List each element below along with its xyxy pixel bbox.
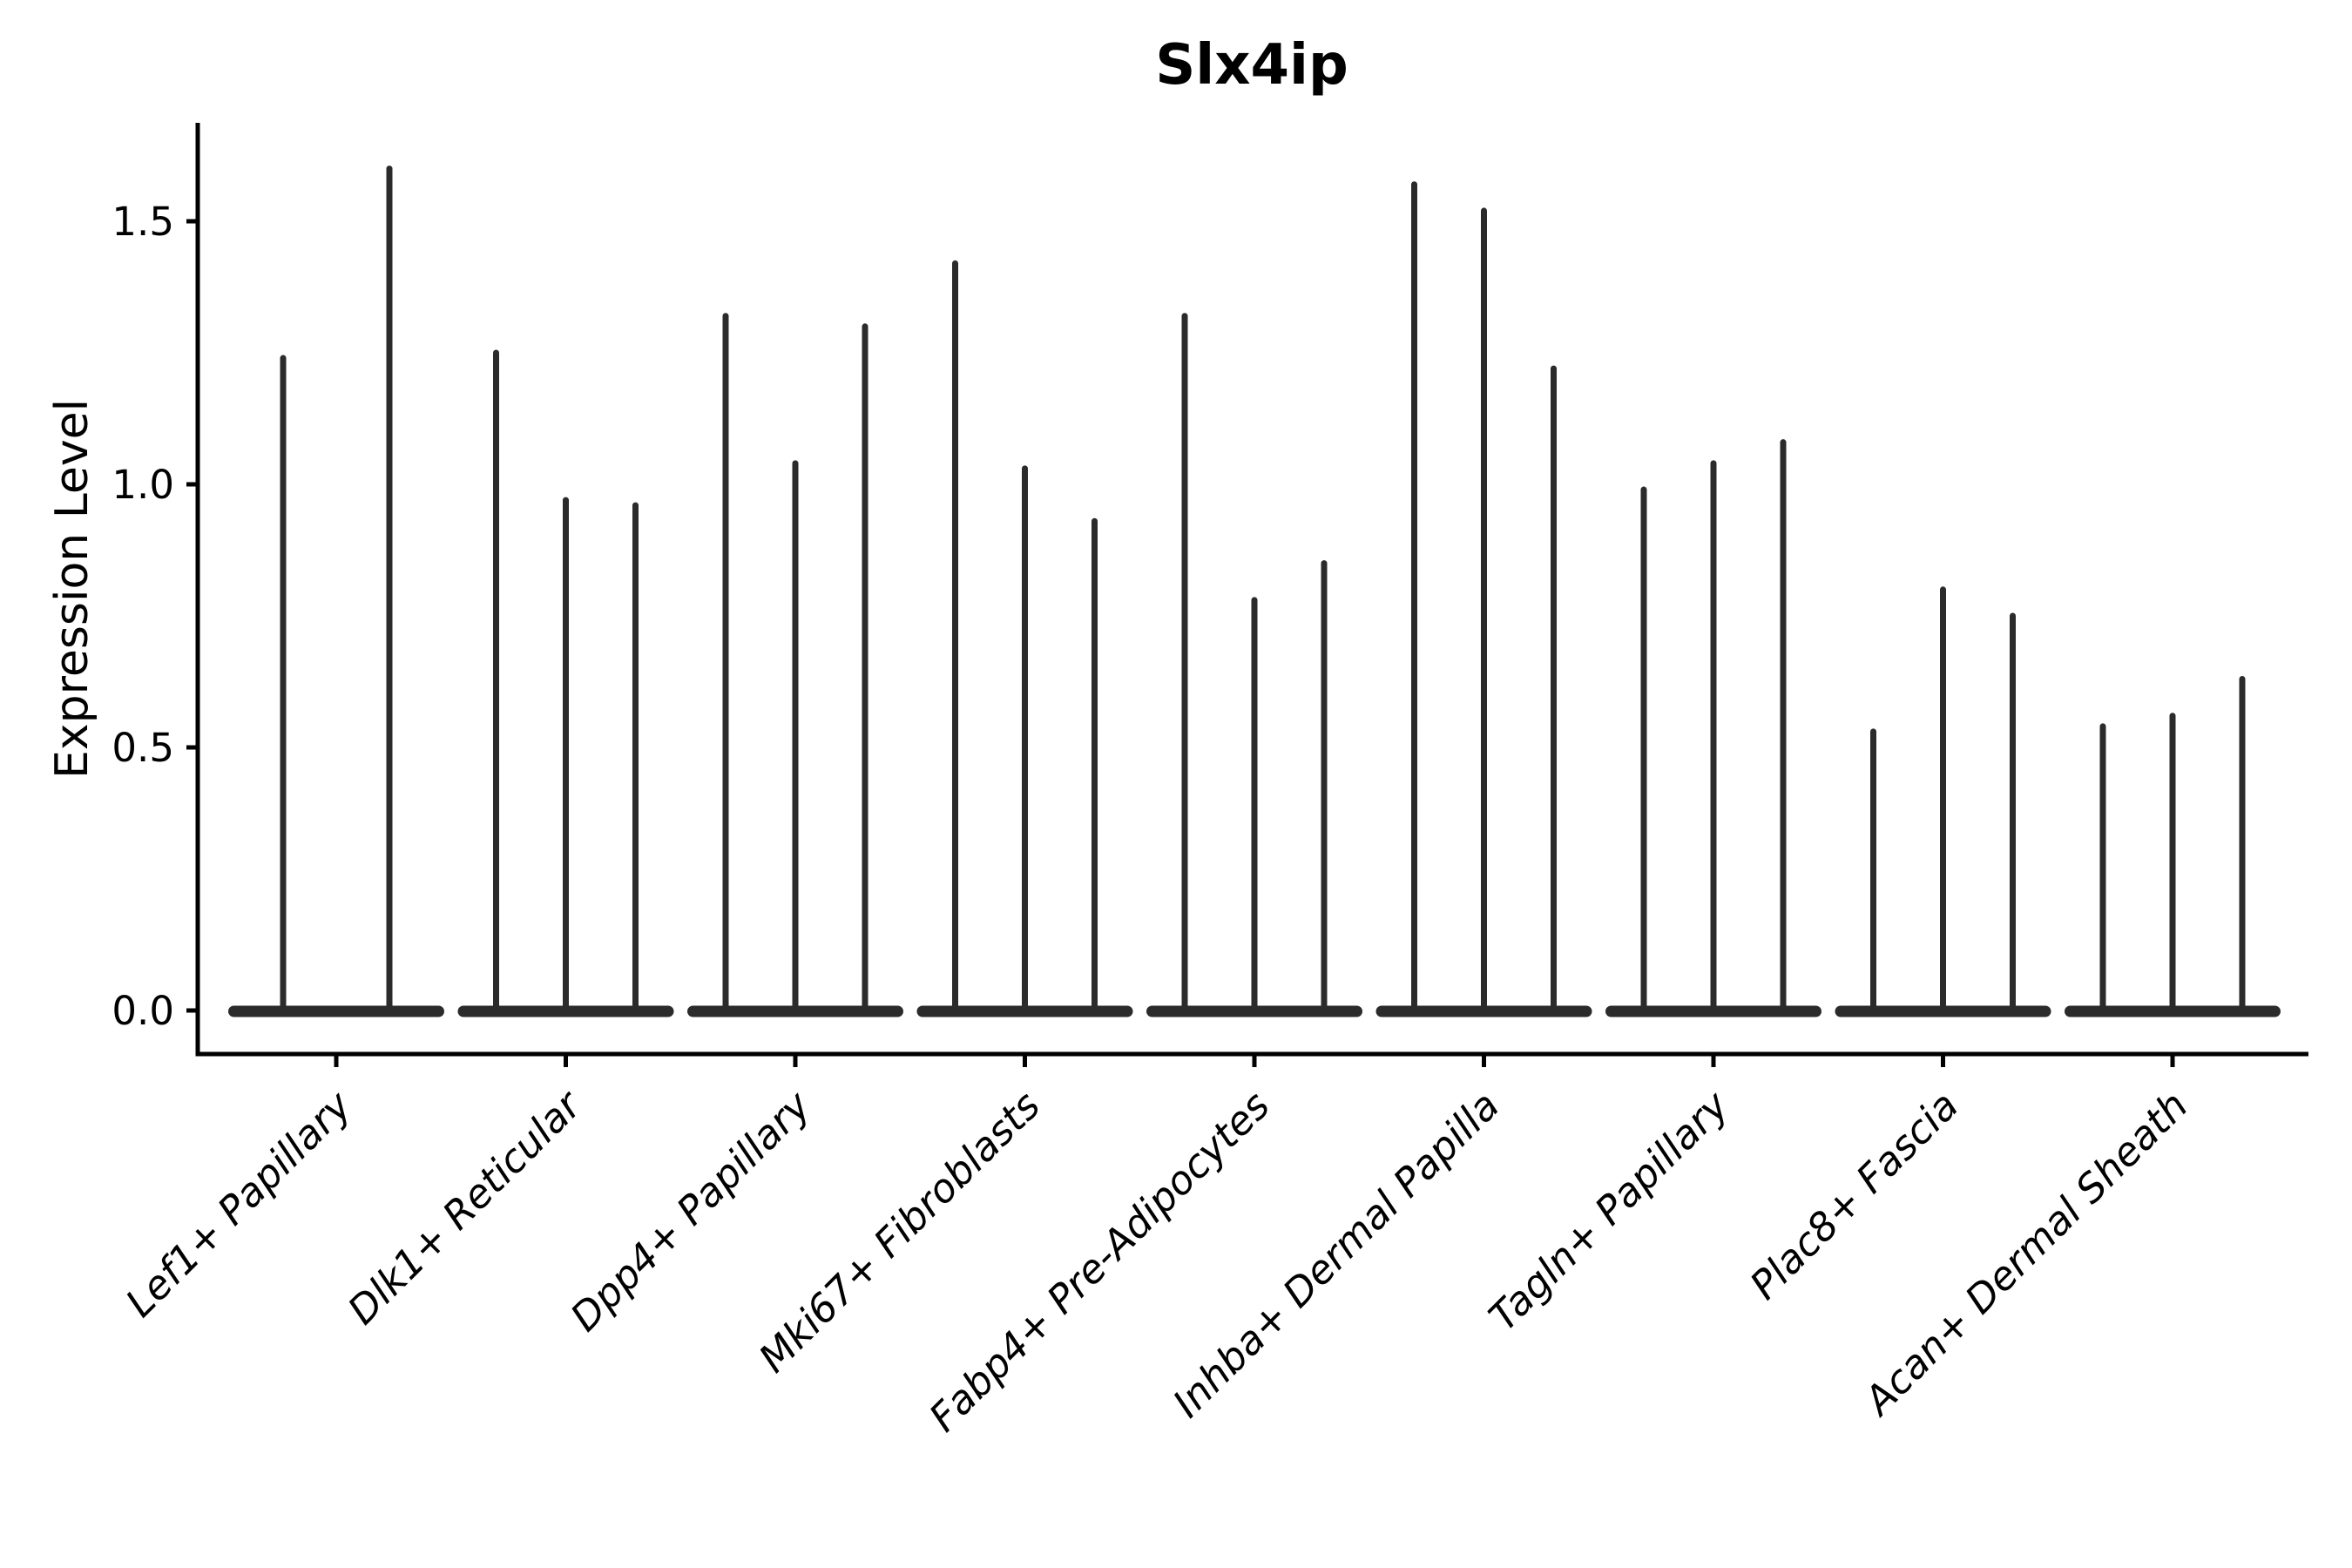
y-axis-label: Expression Level [46,399,98,779]
violin-group [1375,181,1592,1017]
y-tick-label: 1.5 [112,199,174,245]
violins-layer [228,166,2281,1017]
x-tick-label: Plac8+ Fascia [1741,1082,1968,1308]
violin-base [228,1005,444,1017]
violin-group [2065,675,2281,1017]
y-tick-label: 0.5 [112,725,174,771]
violin-group [457,349,674,1017]
x-tick-label: Dpp4+ Papillary [562,1081,821,1340]
violin-group [916,260,1133,1017]
x-tick-label: Tagln+ Papillary [1480,1081,1739,1340]
y-tick-label: 0.0 [112,988,174,1034]
violin-group [228,166,444,1017]
violin-group [1605,439,1821,1017]
x-tick-label: Dlk1+ Reticular [339,1081,591,1334]
y-tick-label: 1.0 [112,462,174,508]
violin-group [1146,313,1362,1017]
violin-group [1835,586,2051,1017]
chart-title: Slx4ip [1155,33,1348,98]
violin-group [687,313,903,1017]
x-tick-label: Lef1+ Papillary [117,1081,362,1326]
